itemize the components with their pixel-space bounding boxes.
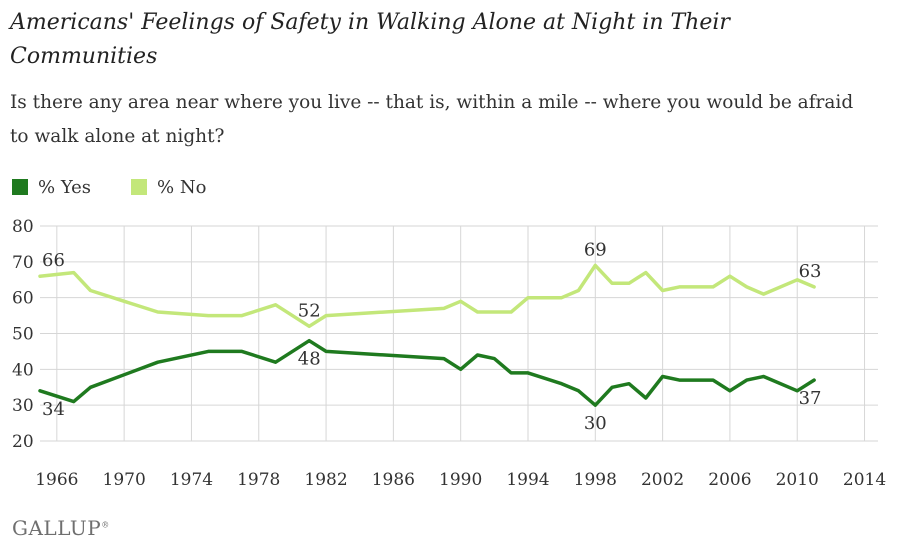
- series-line-no: [38, 263, 816, 329]
- x-tick-label: 1974: [170, 470, 213, 490]
- legend-item-no: % No: [131, 177, 206, 198]
- chart-grid: [40, 225, 878, 442]
- y-tick-label: 30: [12, 396, 34, 416]
- x-tick-label: 1966: [35, 470, 78, 490]
- x-tick-label: 2010: [776, 470, 819, 490]
- chart-labels: 20 30 40 50 60 70 80 1966 1970 1974 1978 1982 1986 19…: [12, 217, 886, 490]
- data-label: 34: [42, 399, 65, 420]
- legend-swatch-no: [131, 179, 148, 195]
- data-label: 66: [42, 250, 65, 271]
- data-label: 48: [298, 349, 321, 370]
- gallup-logo: GALLUP®: [12, 516, 110, 540]
- y-tick-label: 60: [12, 289, 34, 309]
- y-tick-label: 50: [12, 325, 34, 345]
- data-label: 52: [298, 300, 321, 321]
- y-tick-label: 20: [12, 432, 34, 452]
- data-label: 69: [584, 239, 607, 260]
- x-tick-label: 1970: [103, 470, 146, 490]
- brand-name: GALLUP: [12, 516, 102, 540]
- x-tick-label: 1982: [304, 470, 347, 490]
- legend-label-yes: % Yes: [38, 176, 92, 198]
- x-tick-label: 1998: [574, 470, 617, 490]
- x-tick-label: 2014: [843, 470, 886, 490]
- x-tick-label: 1986: [372, 470, 415, 490]
- legend-item-yes: % Yes: [12, 177, 91, 198]
- data-label: 37: [799, 388, 822, 409]
- data-label: 63: [799, 261, 822, 282]
- legend-swatch-yes: [12, 179, 28, 195]
- series-line-yes: [38, 338, 816, 407]
- x-tick-label: 1978: [237, 470, 280, 490]
- data-label: 30: [584, 413, 607, 434]
- legend-label-no: % No: [157, 176, 207, 198]
- x-tick-label: 2006: [708, 470, 751, 490]
- chart-title: Americans' Feelings of Safety in Walking…: [10, 10, 730, 69]
- x-tick-label: 2002: [641, 470, 684, 490]
- chart-subtitle: Is there any area near where you live --…: [10, 92, 854, 147]
- chart-series: [38, 263, 816, 407]
- x-tick-label: 1994: [506, 470, 549, 490]
- y-tick-label: 80: [12, 217, 34, 237]
- x-tick-label: 1990: [439, 470, 482, 490]
- y-tick-label: 40: [12, 360, 34, 380]
- brand-mark: ®: [101, 520, 110, 530]
- chart-legend: % Yes % No: [12, 174, 246, 200]
- y-tick-label: 70: [12, 253, 34, 273]
